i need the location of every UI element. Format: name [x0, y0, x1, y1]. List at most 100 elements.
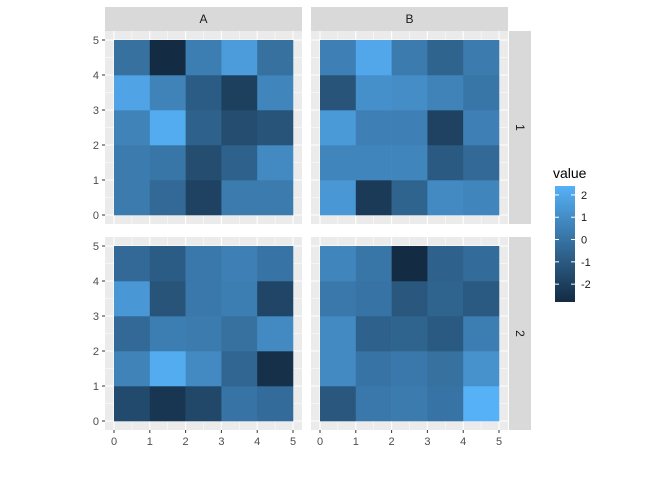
facet-panels — [105, 31, 508, 430]
heatmap-tile — [257, 145, 294, 181]
heatmap-tile — [149, 386, 186, 422]
heatmap-tile — [185, 351, 222, 387]
heatmap-tile — [221, 180, 258, 216]
legend-colorbar — [555, 186, 575, 302]
x-tick-label: 3 — [424, 436, 430, 448]
heatmap-tile — [427, 180, 464, 216]
strip-label: 2 — [513, 330, 527, 337]
panel-A-1 — [105, 31, 302, 224]
heatmap-tile — [185, 40, 222, 76]
heatmap-tile — [320, 110, 357, 146]
strip-label: 1 — [513, 124, 527, 131]
strip-background — [105, 7, 302, 31]
heatmap-tile — [391, 145, 428, 181]
heatmap-tile — [257, 351, 294, 387]
heatmap-tile — [149, 75, 186, 111]
heatmap-tile — [185, 316, 222, 352]
strip-background — [509, 237, 531, 430]
y-tick-label: 1 — [93, 381, 99, 393]
heatmap-tile — [221, 75, 258, 111]
legend-label: -1 — [581, 257, 591, 269]
heatmap-tile — [320, 75, 357, 111]
y-tick-label: 2 — [93, 346, 99, 358]
heatmap-tile — [257, 180, 294, 216]
heatmap-tile — [355, 40, 392, 76]
heatmap-tile — [149, 351, 186, 387]
heatmap-tile — [257, 40, 294, 76]
heatmap-tile — [114, 75, 151, 111]
heatmap-tile — [185, 281, 222, 317]
axes: 0 1 2 3 4 5 0 1 2 3 4 5 0 1 2 3 4 5 0 1 2 3 4 5 — [93, 35, 502, 448]
y-tick-label: 1 — [93, 175, 99, 187]
heatmap-tile — [320, 40, 357, 76]
heatmap-tile — [320, 145, 357, 181]
y-tick-label: 4 — [93, 276, 99, 288]
panel-B-2 — [311, 237, 508, 430]
strip-background — [509, 31, 531, 224]
heatmap-tile — [149, 246, 186, 282]
y-tick-label: 4 — [93, 70, 99, 82]
strip-col-A: A — [105, 7, 302, 31]
y-tick-label: 0 — [93, 210, 99, 222]
heatmap-tile — [391, 281, 428, 317]
heatmap-tile — [149, 145, 186, 181]
heatmap-tile — [149, 281, 186, 317]
heatmap-tile — [114, 110, 151, 146]
heatmap-tile — [221, 110, 258, 146]
heatmap-tile — [355, 281, 392, 317]
strip-row-2: 2 — [509, 237, 531, 430]
heatmap-tile — [185, 246, 222, 282]
heatmap-tile — [257, 386, 294, 422]
heatmap-tile — [355, 75, 392, 111]
heatmap-tile — [221, 40, 258, 76]
heatmap-tile — [391, 180, 428, 216]
x-tick-label: 3 — [218, 436, 224, 448]
y-tick-label: 0 — [93, 416, 99, 428]
x-tick-label: 4 — [254, 436, 260, 448]
heatmap-tile — [355, 110, 392, 146]
heatmap-tile — [257, 316, 294, 352]
strip-col-B: B — [311, 7, 508, 31]
heatmap-tile — [320, 351, 357, 387]
heatmap-tile — [257, 281, 294, 317]
heatmap-tile — [185, 180, 222, 216]
heatmap-tile — [320, 386, 357, 422]
heatmap-tile — [463, 316, 500, 352]
heatmap-tile — [463, 281, 500, 317]
heatmap-tile — [257, 110, 294, 146]
heatmap-tile — [185, 145, 222, 181]
heatmap-tile — [114, 351, 151, 387]
heatmap-tile — [463, 386, 500, 422]
heatmap-tile — [185, 386, 222, 422]
heatmap-tile — [463, 246, 500, 282]
panel-B-1 — [311, 31, 508, 224]
heatmap-tile — [463, 110, 500, 146]
heatmap-tile — [391, 110, 428, 146]
x-tick-label: 5 — [496, 436, 502, 448]
heatmap-tile — [463, 75, 500, 111]
x-tick-label: 0 — [111, 436, 117, 448]
heatmap-tile — [355, 351, 392, 387]
strip-label: B — [405, 12, 413, 26]
legend-label: 2 — [581, 190, 587, 202]
heatmap-tile — [463, 40, 500, 76]
facet-strips: A B 1 2 — [105, 7, 531, 430]
heatmap-tile — [427, 40, 464, 76]
x-tick-label: 1 — [147, 436, 153, 448]
legend-title: value — [553, 165, 587, 181]
heatmap-tile — [463, 180, 500, 216]
strip-background — [311, 7, 508, 31]
heatmap-tile — [355, 316, 392, 352]
heatmap-tile — [427, 316, 464, 352]
heatmap-tile — [149, 316, 186, 352]
y-tick-label: 5 — [93, 241, 99, 253]
heatmap-tile — [320, 281, 357, 317]
heatmap-tile — [391, 75, 428, 111]
heatmap-tile — [185, 110, 222, 146]
heatmap-tile — [427, 351, 464, 387]
heatmap-tile — [463, 351, 500, 387]
strip-row-1: 1 — [509, 31, 531, 224]
heatmap-tile — [114, 145, 151, 181]
legend-label: 1 — [581, 212, 587, 224]
heatmap-tile — [427, 246, 464, 282]
